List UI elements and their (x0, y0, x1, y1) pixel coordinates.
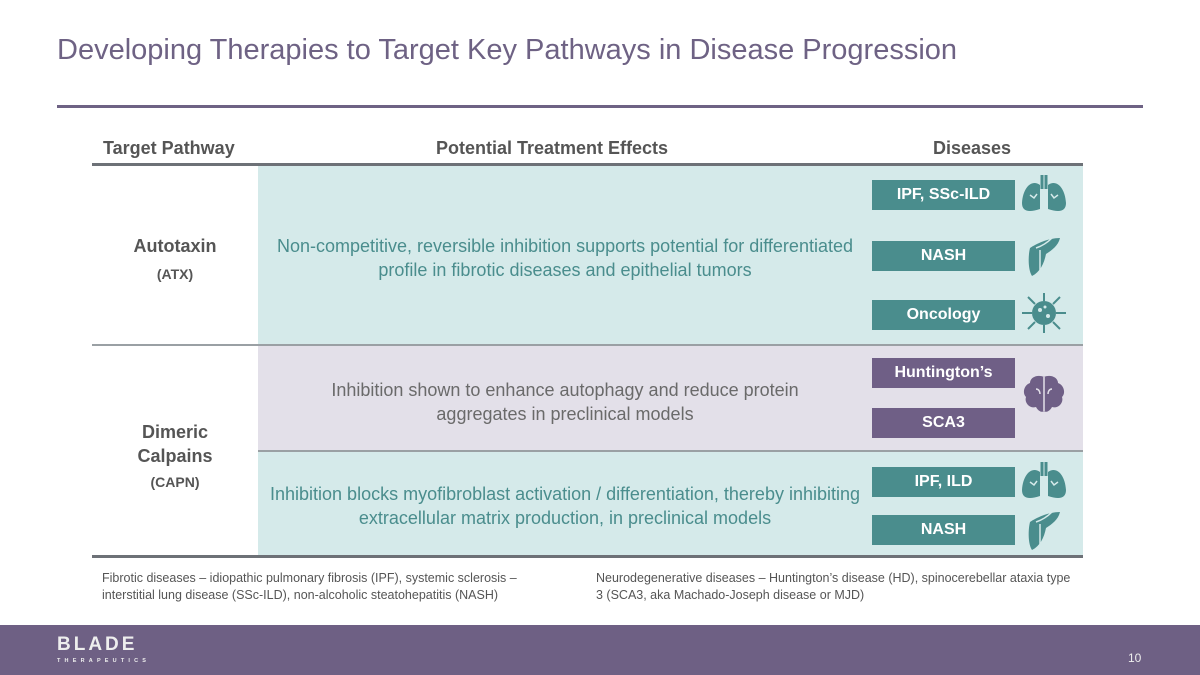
lungs-icon (1022, 462, 1066, 498)
disease-badge: IPF, SSc-ILD (872, 180, 1015, 210)
header-line (92, 163, 1083, 166)
row-divider (92, 344, 1083, 346)
disease-badge: SCA3 (872, 408, 1015, 438)
pathway-atx: Autotaxin (133, 236, 217, 256)
footnote-neuro: Neurodegenerative diseases – Huntington’… (596, 571, 1071, 602)
disease-badge: IPF, ILD (872, 467, 1015, 497)
effect-atx: Non-competitive, reversible inhibition s… (277, 236, 853, 280)
logo: BLADE (57, 634, 138, 655)
row-divider (258, 450, 1083, 452)
effect-capn-neuro: Inhibition shown to enhance autophagy an… (331, 380, 799, 424)
header-treatment-effects: Potential Treatment Effects (436, 138, 669, 158)
disease-badge: Oncology (872, 300, 1015, 330)
liver-icon (1028, 511, 1060, 550)
effect-capn-fibrotic: Inhibition blocks myofibroblast activati… (270, 484, 861, 528)
disease-badge: NASH (872, 241, 1015, 271)
disease-badge: Huntington’s (872, 358, 1015, 388)
title-rule (57, 105, 1143, 108)
disease-badge: NASH (872, 515, 1015, 545)
footnote-fibrotic: Fibrotic diseases – idiopathic pulmonary… (102, 571, 517, 602)
page-title: Developing Therapies to Target Key Pathw… (57, 34, 958, 66)
brain-icon (1023, 375, 1065, 412)
tumor-cell-icon (1022, 293, 1066, 333)
lungs-icon (1022, 175, 1066, 211)
page-number: 10 (1128, 651, 1142, 665)
pathway-capn: Dimeric Calpains (137, 422, 213, 466)
pathway-capn-abbr: (CAPN) (150, 474, 200, 490)
header-target-pathway: Target Pathway (103, 138, 235, 158)
header-diseases: Diseases (933, 138, 1012, 158)
pathway-atx-abbr: (ATX) (156, 266, 194, 282)
table-bottom-line (92, 555, 1083, 558)
liver-icon (1028, 237, 1060, 276)
footer-bar: BLADE THERAPEUTICS 10 (0, 625, 1200, 675)
logo-subtitle: THERAPEUTICS (57, 658, 151, 664)
